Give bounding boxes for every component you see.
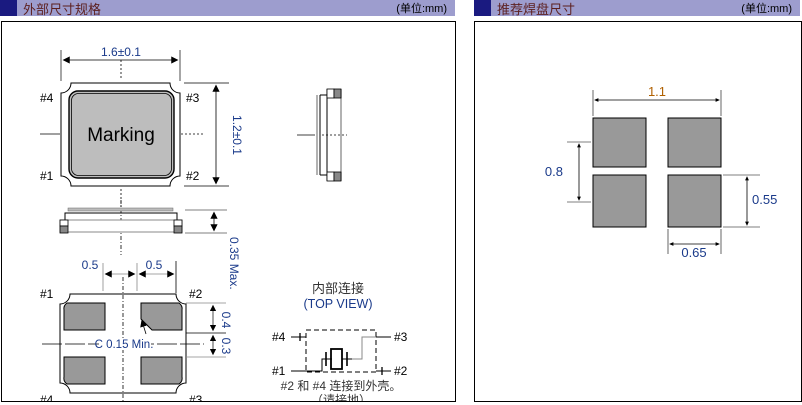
svg-text:Marking: Marking — [87, 125, 155, 146]
svg-text:内部连接: 内部连接 — [312, 281, 364, 296]
svg-text:#2 和 #4 连接到外壳。: #2 和 #4 连接到外壳。 — [281, 378, 402, 393]
svg-text:#1: #1 — [40, 169, 54, 183]
svg-text:0.5: 0.5 — [82, 258, 99, 272]
svg-text:0.65: 0.65 — [681, 245, 706, 260]
svg-text:#2: #2 — [189, 287, 203, 301]
svg-text:#3: #3 — [186, 91, 200, 105]
svg-text:#4: #4 — [272, 330, 286, 344]
svg-text:0.4: 0.4 — [219, 312, 233, 329]
svg-text:#2: #2 — [186, 169, 200, 183]
svg-text:0.5: 0.5 — [146, 258, 163, 272]
svg-text:#1: #1 — [40, 287, 54, 301]
svg-text:0.35 Max.: 0.35 Max. — [227, 237, 241, 290]
svg-text:（请接地）: （请接地） — [311, 392, 371, 401]
svg-text:1.2±0.1: 1.2±0.1 — [230, 115, 244, 155]
svg-text:0.8: 0.8 — [545, 164, 563, 179]
svg-text:#2: #2 — [394, 364, 408, 378]
svg-text:#3: #3 — [189, 393, 203, 401]
svg-text:1.6±0.1: 1.6±0.1 — [101, 45, 141, 59]
svg-text:(TOP VIEW): (TOP VIEW) — [304, 297, 373, 311]
svg-text:1.1: 1.1 — [648, 84, 666, 99]
svg-text:#4: #4 — [40, 393, 54, 401]
svg-text:#4: #4 — [40, 91, 54, 105]
svg-text:#3: #3 — [394, 330, 408, 344]
svg-text:#1: #1 — [272, 364, 286, 378]
svg-text:0.55: 0.55 — [752, 192, 777, 207]
svg-text:0.3: 0.3 — [219, 338, 233, 355]
svg-text:C 0.15 Min.: C 0.15 Min. — [95, 339, 154, 351]
